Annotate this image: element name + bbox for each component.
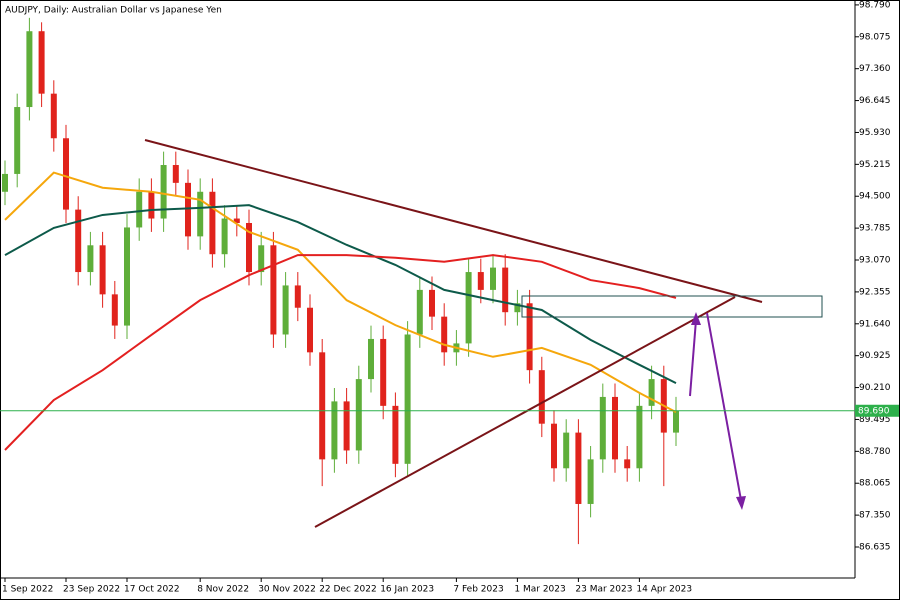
x-tick-label: 22 Dec 2022 <box>319 585 377 595</box>
candle-body <box>392 405 399 464</box>
candle-body <box>75 209 82 273</box>
candle-body <box>50 93 57 139</box>
y-tick-label: 89.495 <box>859 415 891 425</box>
candle-body <box>563 432 570 469</box>
arrow-down <box>706 312 742 501</box>
candle-body <box>416 289 423 335</box>
candle-body <box>258 245 265 273</box>
x-tick-label: 1 Mar 2023 <box>514 585 565 595</box>
arrow-up <box>689 319 697 397</box>
y-tick-label: 91.640 <box>859 319 891 329</box>
y-tick-label: 98.075 <box>859 32 891 42</box>
candle-body <box>636 405 643 469</box>
y-tick-label: 93.070 <box>859 256 891 266</box>
y-tick-label: 90.210 <box>859 383 891 393</box>
candle-body <box>526 303 533 371</box>
y-tick-label: 97.360 <box>859 64 891 74</box>
candle-body <box>221 218 228 255</box>
y-tick-label: 88.780 <box>859 447 891 457</box>
y-tick-label: 87.350 <box>859 511 891 521</box>
candle-body <box>477 272 484 290</box>
candle-body <box>307 307 313 353</box>
resistance-trendline <box>144 139 763 303</box>
candle-body <box>124 227 130 326</box>
candle-body <box>502 267 509 313</box>
candle-body <box>319 352 326 460</box>
y-tick-label: 96.645 <box>859 96 891 106</box>
candle-body <box>648 379 655 406</box>
x-tick-label: 14 Apr 2023 <box>636 585 692 595</box>
y-tick-label: 95.215 <box>859 160 891 170</box>
candle-body <box>294 285 301 308</box>
y-tick-label: 95.930 <box>859 128 891 138</box>
candle-body <box>429 289 435 317</box>
y-tick-label: 88.065 <box>859 479 891 489</box>
x-tick-label: 30 Nov 2022 <box>258 585 316 595</box>
candle-body <box>282 285 289 335</box>
arrow-up-head <box>691 312 701 325</box>
moving-average <box>4 254 677 451</box>
candle-body <box>404 334 411 464</box>
x-tick-label: 16 Jan 2023 <box>380 585 434 595</box>
chart-title: AUDJPY, Daily: Australian Dollar vs Japa… <box>5 6 222 16</box>
candle-body <box>368 338 374 380</box>
x-tick-label: 7 Feb 2023 <box>453 585 503 595</box>
y-tick-label: 94.500 <box>859 192 891 202</box>
candle-body <box>441 316 448 353</box>
candle-body <box>148 191 155 219</box>
candle-body <box>343 401 350 451</box>
candle-body <box>111 294 118 326</box>
candle-body <box>233 218 240 223</box>
candle-body <box>160 165 167 219</box>
x-tick-label: 23 Sep 2022 <box>63 585 120 595</box>
candle-body <box>14 107 21 174</box>
candle-body <box>63 138 69 210</box>
last-price-label: 89.690 <box>858 406 890 416</box>
candle-body <box>270 245 277 335</box>
last-price-box <box>855 404 899 417</box>
candle-body <box>197 191 204 237</box>
candle-body <box>26 31 33 108</box>
candle-body <box>624 459 631 469</box>
candle-body <box>136 191 143 228</box>
y-tick-label: 93.785 <box>859 224 891 234</box>
plot <box>2 17 679 545</box>
candle-body <box>514 303 521 313</box>
candle-body <box>185 182 191 237</box>
candle-body <box>246 222 252 273</box>
candle-body <box>38 31 45 94</box>
candle-body <box>490 267 496 290</box>
candle-body <box>2 173 8 192</box>
candle-body <box>587 459 594 504</box>
y-tick-label: 92.355 <box>859 287 891 297</box>
x-tick-label: 1 Sep 2022 <box>2 585 53 595</box>
zone-rectangle <box>521 295 823 318</box>
candle-body <box>575 432 582 504</box>
candle-body <box>380 338 387 406</box>
candle-body <box>673 410 679 433</box>
y-tick-label: 86.635 <box>859 543 891 553</box>
candle-body <box>87 245 94 273</box>
candle-body <box>209 191 216 255</box>
y-tick-label: 90.925 <box>859 351 891 361</box>
candle-body <box>172 165 179 183</box>
candle-body <box>612 396 618 460</box>
candle-body <box>355 379 362 451</box>
y-tick-label: 98.790 <box>859 0 891 10</box>
moving-average <box>4 204 677 384</box>
x-tick-label: 23 Mar 2023 <box>575 585 632 595</box>
x-tick-label: 17 Oct 2022 <box>124 585 180 595</box>
candle-body <box>599 396 606 460</box>
candle-body <box>99 245 106 295</box>
candle-body <box>538 370 545 424</box>
candle-body <box>551 423 557 469</box>
candle-body <box>331 401 338 460</box>
arrow-down-head <box>736 496 746 510</box>
support-trendline <box>314 296 736 528</box>
x-tick-label: 8 Nov 2022 <box>197 585 249 595</box>
moving-average <box>4 171 677 413</box>
candle-body <box>465 272 472 344</box>
